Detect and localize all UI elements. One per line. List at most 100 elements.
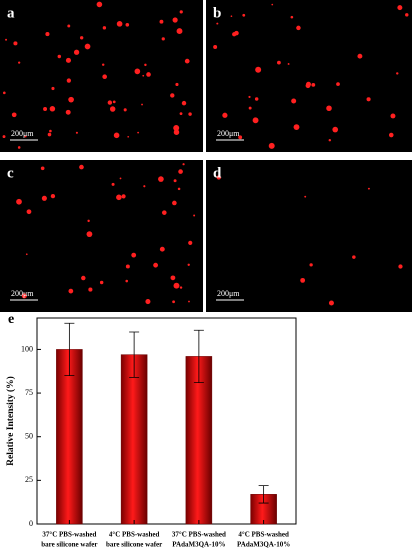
cell-dot bbox=[184, 58, 190, 64]
cell-dot bbox=[161, 210, 167, 215]
cell-dot bbox=[182, 163, 185, 166]
cell-dot bbox=[18, 61, 21, 64]
cell-dot bbox=[158, 176, 164, 182]
cell-dot bbox=[87, 219, 90, 223]
cell-dot bbox=[238, 135, 243, 140]
cell-dot bbox=[173, 179, 177, 183]
cell-dot bbox=[311, 82, 316, 87]
bar bbox=[120, 354, 148, 525]
cell-dot bbox=[188, 240, 193, 245]
y-tick-label: 50 bbox=[25, 432, 33, 441]
error-bar bbox=[193, 329, 204, 383]
cell-dot bbox=[357, 53, 363, 59]
cell-dot bbox=[146, 72, 151, 77]
cell-dot bbox=[66, 78, 72, 83]
error-bar bbox=[64, 322, 75, 377]
cell-dot bbox=[170, 93, 175, 98]
cell-dot bbox=[67, 24, 71, 28]
cell-dot bbox=[304, 195, 307, 198]
cell-dot bbox=[175, 82, 179, 87]
cell-dot bbox=[332, 126, 339, 133]
cell-dot bbox=[141, 103, 143, 106]
error-bar bbox=[258, 485, 269, 504]
cell-dot bbox=[177, 187, 181, 191]
cell-dot bbox=[179, 286, 183, 289]
cell-dot bbox=[45, 32, 50, 37]
cell-dot bbox=[121, 194, 126, 199]
cell-dot bbox=[41, 195, 47, 201]
cell-dot bbox=[188, 300, 190, 303]
cell-dot bbox=[326, 105, 332, 112]
cell-dot bbox=[252, 117, 259, 124]
cell-dot bbox=[300, 277, 306, 283]
cell-dot bbox=[161, 37, 165, 41]
cell-dot bbox=[248, 106, 252, 110]
micrograph bbox=[0, 160, 203, 312]
cell-dot bbox=[25, 253, 28, 256]
x-tick-label: 4°C PBS-washed bbox=[238, 531, 289, 539]
cell-dot bbox=[79, 164, 84, 170]
cell-dot bbox=[107, 100, 113, 105]
cell-dot bbox=[116, 194, 122, 201]
cell-dot bbox=[65, 57, 72, 63]
cell-dot bbox=[68, 288, 74, 294]
scale-label: 200μm bbox=[217, 129, 240, 138]
cell-dot bbox=[109, 106, 116, 112]
cell-dot bbox=[75, 131, 78, 134]
x-tick-label: bare silicone wafer bbox=[106, 541, 162, 549]
cell-dot bbox=[173, 282, 180, 289]
cell-dot bbox=[68, 96, 74, 103]
cell-dot bbox=[287, 63, 290, 65]
plot-frame bbox=[36, 317, 297, 525]
cell-dot bbox=[113, 132, 120, 139]
cell-dot bbox=[390, 113, 396, 119]
cell-dot bbox=[2, 135, 6, 139]
scale-label: 200μm bbox=[217, 289, 240, 298]
cell-dot bbox=[102, 74, 107, 80]
cell-dot bbox=[159, 19, 164, 24]
cell-dot bbox=[40, 166, 45, 171]
cell-dot bbox=[172, 200, 177, 206]
cell-dot bbox=[57, 54, 62, 59]
cell-dot bbox=[367, 187, 370, 190]
cell-dot bbox=[99, 280, 104, 285]
cell-dot bbox=[216, 22, 219, 25]
cell-dot bbox=[127, 135, 130, 138]
cell-dot bbox=[397, 5, 403, 11]
cell-dot bbox=[181, 100, 187, 106]
cell-dot bbox=[96, 1, 103, 8]
micrograph bbox=[206, 160, 412, 312]
cell-dot bbox=[65, 109, 71, 115]
cell-dot bbox=[179, 10, 183, 14]
cell-dot bbox=[142, 74, 145, 77]
y-tick-label: 25 bbox=[25, 475, 33, 484]
cell-dot bbox=[352, 255, 356, 259]
cell-dot bbox=[336, 82, 340, 86]
y-axis-label: Relative Intensity (%) bbox=[5, 376, 16, 466]
cell-dot bbox=[366, 97, 371, 102]
cell-dot bbox=[254, 97, 259, 101]
cell-dot bbox=[398, 264, 403, 269]
error-bar bbox=[129, 331, 140, 378]
cell-dot bbox=[172, 17, 178, 23]
cell-dot bbox=[153, 262, 159, 268]
cell-dot bbox=[405, 13, 409, 17]
cell-dot bbox=[222, 112, 228, 118]
cell-dot bbox=[43, 107, 48, 112]
cell-dot bbox=[116, 21, 123, 27]
cell-dot bbox=[79, 36, 84, 40]
cell-dot bbox=[396, 72, 399, 75]
cell-dot bbox=[50, 193, 56, 199]
cell-dot bbox=[11, 112, 17, 118]
panel-label: c bbox=[7, 165, 14, 181]
cell-dot bbox=[125, 264, 130, 269]
cell-dot bbox=[145, 299, 151, 305]
cell-dot bbox=[179, 112, 183, 116]
cell-dot bbox=[13, 41, 18, 46]
x-tick-label: PAdaM3QA-10% bbox=[237, 541, 290, 549]
cell-dot bbox=[296, 25, 301, 31]
cell-dot bbox=[21, 293, 27, 299]
cell-dot bbox=[188, 112, 192, 116]
panel-label: e bbox=[8, 312, 14, 327]
